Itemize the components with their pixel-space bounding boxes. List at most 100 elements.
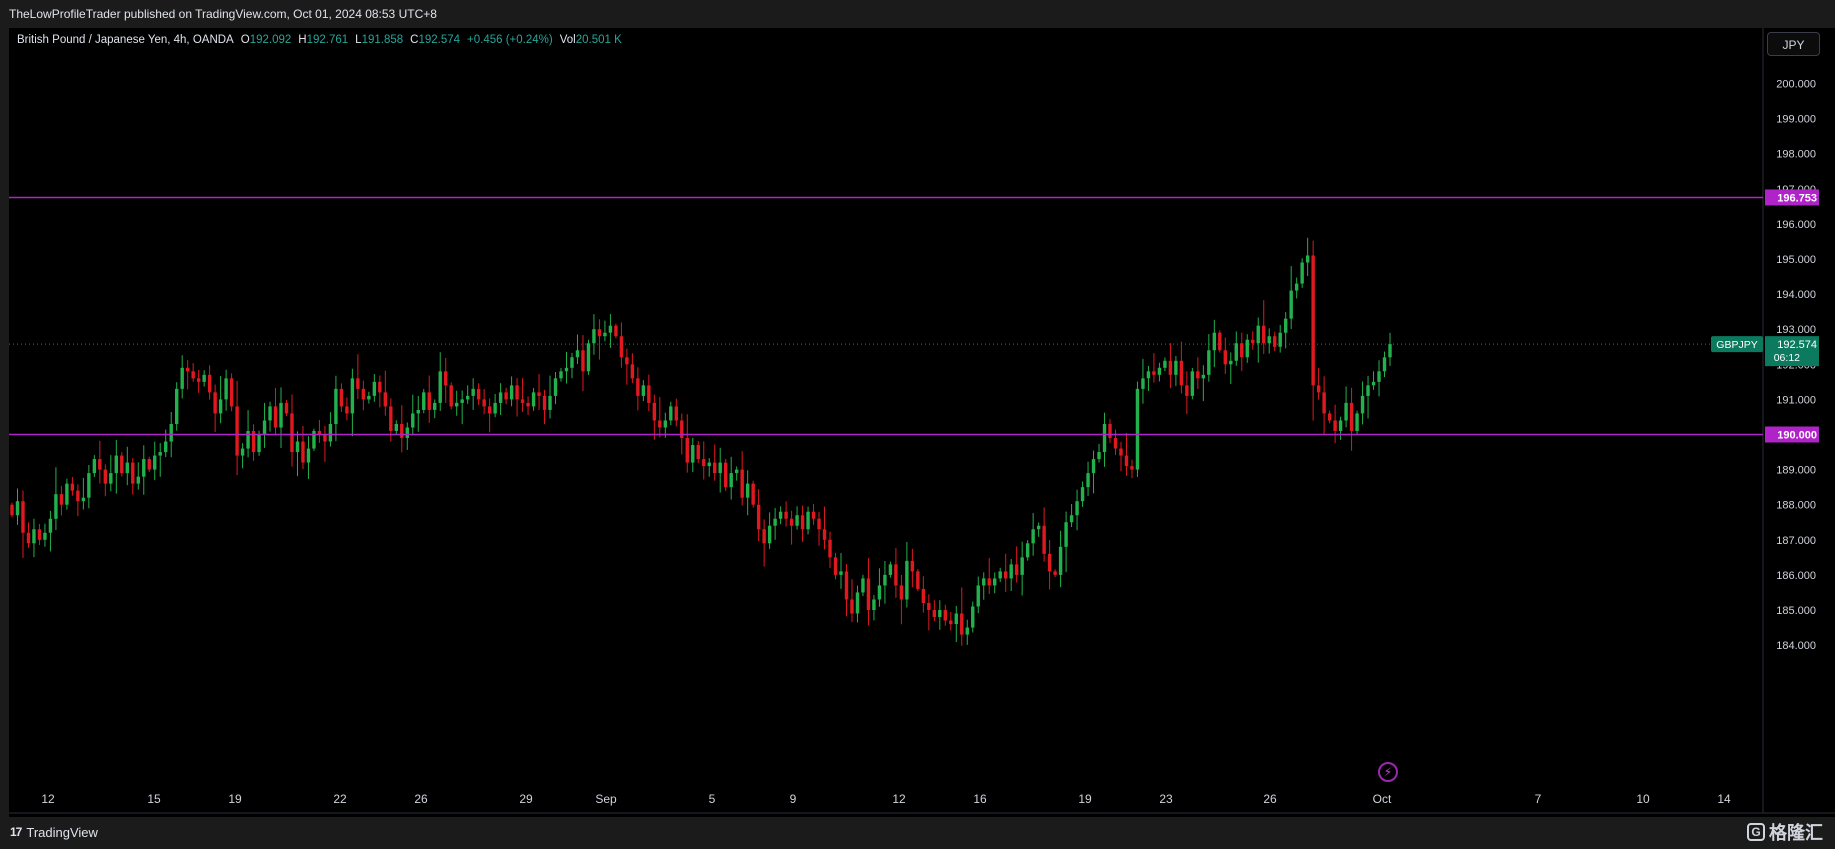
- candle-body: [883, 574, 887, 586]
- candle-body: [778, 511, 783, 519]
- candle-body: [1251, 339, 1255, 344]
- candle-body: [592, 329, 596, 344]
- candle-body: [334, 388, 338, 424]
- candle-body: [1289, 290, 1293, 319]
- candle-body: [894, 564, 898, 586]
- candle-body: [48, 518, 53, 533]
- x-tick-label: 29: [519, 792, 533, 806]
- candle-body: [658, 420, 662, 428]
- candle-body: [828, 539, 832, 558]
- candle-body: [328, 423, 333, 442]
- candle-body: [273, 406, 278, 428]
- candle-body: [1327, 413, 1332, 421]
- candle-body: [1371, 381, 1376, 386]
- candle-body: [1003, 571, 1008, 579]
- candle-body: [1157, 367, 1162, 375]
- corner-watermark: G 格隆汇: [1747, 820, 1823, 844]
- candle-body: [1218, 332, 1222, 351]
- tradingview-logo[interactable]: 17 TradingView: [10, 823, 98, 841]
- currency-button[interactable]: JPY: [1767, 32, 1820, 56]
- candle-body: [949, 620, 953, 625]
- candle-body: [641, 385, 646, 396]
- y-tick-label: 186.000: [1776, 570, 1816, 582]
- candle-body: [70, 483, 75, 491]
- candle-body: [570, 357, 574, 368]
- tradingview-mark-icon: 17: [10, 825, 22, 839]
- candle-body: [174, 388, 179, 424]
- candle-body: [224, 378, 228, 400]
- candle-body: [844, 571, 849, 600]
- candle-body: [433, 402, 437, 410]
- candle-body: [306, 448, 311, 463]
- candle-body: [520, 399, 525, 403]
- candle-body: [1146, 371, 1151, 379]
- countdown-label: 06:12: [1774, 352, 1800, 364]
- x-tick-label: 23: [1159, 792, 1173, 806]
- candle-body: [674, 406, 678, 421]
- candle-body: [471, 388, 475, 396]
- candle-body: [411, 413, 415, 428]
- candle-body: [1256, 325, 1260, 344]
- chart-area[interactable]: [9, 28, 1835, 817]
- candle-body: [734, 469, 739, 474]
- candle-body: [1124, 455, 1129, 467]
- candle-body: [751, 483, 755, 505]
- candle-body: [394, 423, 399, 431]
- candle-body: [1064, 522, 1068, 547]
- candle-body: [1240, 343, 1244, 358]
- candle-body: [207, 374, 212, 393]
- candle-body: [680, 420, 684, 439]
- candle-body: [92, 459, 97, 474]
- candle-body: [877, 585, 882, 600]
- candle-body: [718, 462, 722, 474]
- lightning-icon[interactable]: ⚡: [1378, 762, 1398, 782]
- candle-body: [1311, 255, 1315, 386]
- x-tick-label: 7: [1535, 792, 1542, 806]
- candle-body: [284, 402, 289, 414]
- level-tag-label: 190.000: [1777, 430, 1817, 442]
- high-label: H: [298, 34, 307, 46]
- y-tick-label: 185.000: [1776, 605, 1816, 617]
- candle-body: [762, 529, 766, 544]
- symbol-legend: British Pound / Japanese Yen, 4h, OANDA …: [17, 34, 622, 46]
- x-tick-label: 10: [1636, 792, 1650, 806]
- candle-body: [784, 511, 788, 519]
- candle-body: [1262, 325, 1266, 344]
- candle-body: [191, 371, 195, 379]
- candle-body: [21, 501, 25, 533]
- candle-body: [850, 599, 854, 614]
- candle-body: [729, 473, 733, 488]
- candle-body: [614, 325, 618, 337]
- candle-body: [32, 529, 36, 544]
- candle-body: [1344, 402, 1348, 421]
- open-label: O: [240, 34, 250, 46]
- candle-body: [1333, 420, 1337, 431]
- candle-body: [987, 578, 991, 586]
- y-tick-label: 189.000: [1776, 465, 1816, 477]
- candle-body: [773, 518, 777, 526]
- candle-body: [389, 406, 393, 431]
- candle-body: [932, 610, 937, 618]
- candle-body: [405, 427, 409, 439]
- candle-body: [301, 441, 305, 463]
- candle-body: [795, 515, 799, 526]
- candle-body: [1278, 332, 1282, 347]
- candle-body: [251, 430, 256, 453]
- candle-body: [1322, 392, 1326, 414]
- candle-body: [861, 578, 865, 593]
- candle-body: [76, 490, 80, 502]
- y-tick-label: 184.000: [1776, 640, 1816, 652]
- candle-body: [493, 402, 497, 414]
- candle-body: [663, 420, 668, 428]
- candle-body: [1360, 395, 1365, 414]
- candle-body: [487, 406, 492, 414]
- candle-body: [1119, 448, 1123, 456]
- candle-body: [1080, 487, 1085, 502]
- symbol-description[interactable]: British Pound / Japanese Yen, 4h, OANDA: [17, 34, 234, 46]
- candle-body: [1097, 452, 1101, 460]
- candle-body: [756, 504, 761, 530]
- candle-body: [257, 434, 261, 453]
- level-tag: [1765, 426, 1819, 443]
- candle-body: [131, 462, 135, 484]
